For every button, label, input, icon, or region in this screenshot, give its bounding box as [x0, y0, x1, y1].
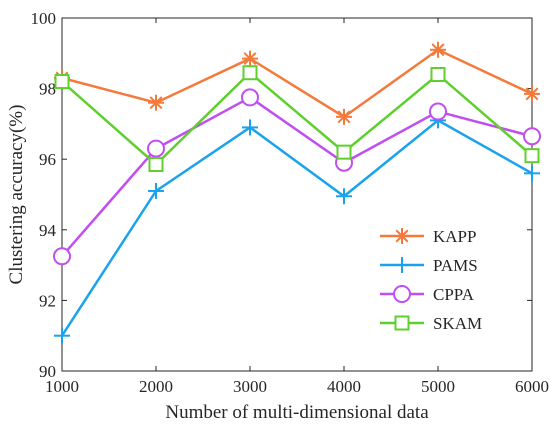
series-line-pams: [60, 118, 533, 337]
data-point-kapp: [524, 85, 540, 102]
y-axis-title: Clustering accuracy(%): [6, 105, 27, 285]
legend-item-skam: SKAM: [380, 314, 482, 333]
marker-cppa: [147, 139, 165, 158]
marker-cppa: [53, 247, 71, 266]
x-axis: 1000 2000 3000 4000 5000 6000: [45, 18, 549, 396]
marker-kapp: [243, 52, 257, 66]
data-point-pams: [524, 165, 540, 182]
x-tick-label: 6000: [515, 377, 549, 396]
data-point-kapp: [336, 108, 352, 125]
data-point-skam: [54, 74, 70, 90]
data-point-cppa: [241, 88, 259, 107]
data-point-cppa: [53, 247, 71, 266]
legend-marker-cppa: [393, 285, 411, 303]
marker-skam: [54, 74, 70, 90]
x-tick-label: 1000: [45, 377, 79, 396]
data-point-skam: [524, 148, 540, 164]
marker-skam: [242, 65, 258, 81]
series-line-cppa: [61, 95, 533, 258]
x-axis-title: Number of multi-dimensional data: [165, 402, 429, 423]
data-point-cppa: [429, 102, 447, 121]
legend-item-pams: PAMS: [380, 256, 478, 275]
y-tick-label: 90: [39, 362, 56, 381]
data-point-pams: [148, 182, 164, 199]
plot-area: [61, 17, 533, 372]
marker-cppa: [241, 88, 259, 107]
legend-label-cppa: CPPA: [433, 285, 475, 304]
y-tick-label: 94: [39, 221, 57, 240]
series-layer: [53, 41, 541, 344]
series-line-skam: [61, 71, 533, 167]
marker-skam: [430, 66, 446, 82]
data-point-skam: [336, 144, 352, 160]
plot-border: [61, 17, 533, 372]
x-tick-label: 3000: [233, 377, 267, 396]
legend-marker-skam: [394, 315, 410, 331]
legend-item-cppa: CPPA: [380, 285, 475, 304]
x-tick-label: 5000: [421, 377, 455, 396]
data-point-cppa: [147, 139, 165, 158]
marker-kapp: [525, 87, 539, 101]
series-line-kapp: [61, 48, 533, 119]
marker-kapp: [431, 43, 445, 57]
marker-cppa: [429, 102, 447, 121]
marker-skam: [148, 156, 164, 172]
data-point-skam: [242, 65, 258, 81]
y-axis: 90 92 94 96 98 100: [31, 9, 532, 381]
series-skam: [54, 65, 540, 172]
y-tick-label: 96: [39, 150, 56, 169]
legend-label-skam: SKAM: [433, 314, 482, 333]
data-point-pams: [336, 188, 352, 205]
y-tick-label: 92: [39, 291, 56, 310]
data-point-skam: [430, 66, 446, 82]
marker-kapp: [149, 96, 163, 110]
legend-marker-kapp: [395, 229, 409, 243]
data-point-skam: [148, 156, 164, 172]
legend-label-pams: PAMS: [433, 256, 478, 275]
data-point-cppa: [523, 127, 541, 146]
marker-skam: [524, 148, 540, 164]
data-point-pams: [242, 119, 258, 136]
data-point-kapp: [430, 41, 446, 58]
marker-kapp: [337, 110, 351, 124]
y-tick-label: 100: [31, 9, 57, 28]
data-point-pams: [54, 327, 70, 344]
marker-cppa: [523, 127, 541, 146]
data-point-kapp: [148, 94, 164, 111]
y-tick-label: 98: [39, 80, 56, 99]
x-tick-label: 2000: [139, 377, 173, 396]
legend-item-kapp: KAPP: [380, 227, 476, 246]
legend-label-kapp: KAPP: [433, 227, 476, 246]
legend: KAPP PAMS CPPA SKAM: [380, 227, 482, 333]
marker-skam: [336, 144, 352, 160]
data-point-kapp: [242, 50, 258, 67]
x-tick-label: 4000: [327, 377, 361, 396]
